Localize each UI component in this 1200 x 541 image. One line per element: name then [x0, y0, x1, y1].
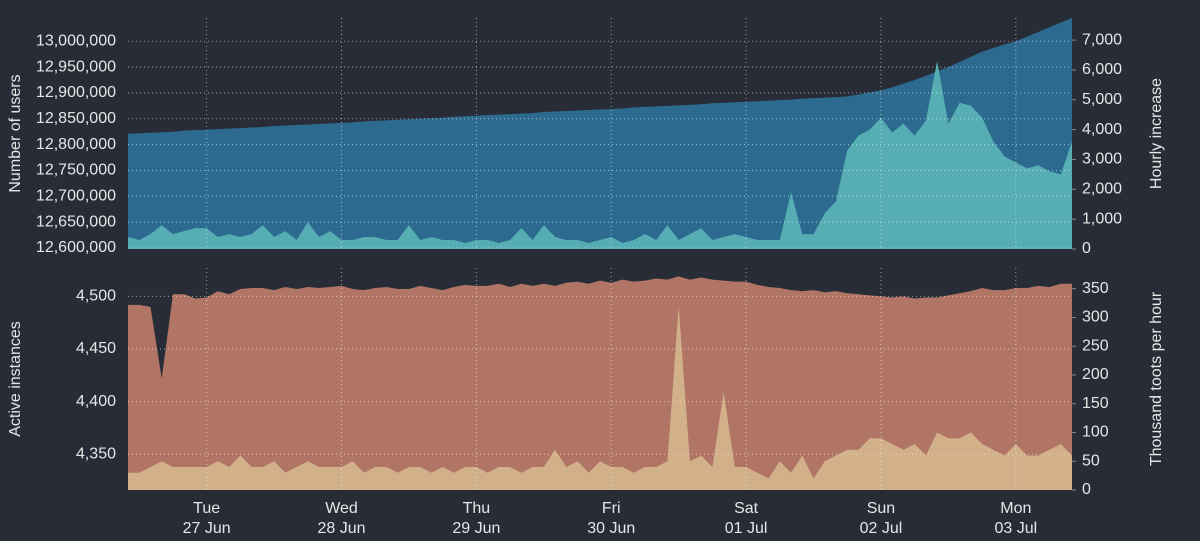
x-tick-label: 01 Jul	[725, 520, 768, 537]
x-tick-label: Sat	[734, 500, 759, 517]
y-tick-label: 12,950,000	[36, 58, 116, 75]
y2-tick-label: 100	[1082, 424, 1109, 441]
axis-title: Number of users	[7, 74, 24, 192]
y-tick-label: 12,650,000	[36, 213, 116, 230]
area	[128, 18, 1072, 249]
x-tick-label: Wed	[325, 500, 358, 517]
y-tick-label: 4,350	[76, 445, 116, 462]
axis-title: Thousand toots per hour	[1148, 291, 1165, 466]
x-tick-label: Sun	[867, 500, 895, 517]
x-tick-label: 28 Jun	[318, 520, 366, 537]
x-tick-label: 29 Jun	[452, 520, 500, 537]
y2-tick-label: 4,000	[1082, 121, 1122, 138]
axis-title: Active instances	[7, 321, 24, 437]
y2-tick-label: 250	[1082, 337, 1109, 354]
area	[128, 276, 1072, 490]
y-tick-label: 4,500	[76, 288, 116, 305]
y2-tick-label: 0	[1082, 481, 1091, 498]
y-tick-label: 12,800,000	[36, 136, 116, 153]
y2-tick-label: 5,000	[1082, 91, 1122, 108]
y2-tick-label: 7,000	[1082, 31, 1122, 48]
y2-tick-label: 0	[1082, 240, 1091, 257]
y-tick-label: 13,000,000	[36, 32, 116, 49]
x-tick-label: 02 Jul	[860, 520, 903, 537]
area	[128, 60, 1072, 250]
y-tick-label: 12,850,000	[36, 110, 116, 127]
x-tick-label: 27 Jun	[183, 520, 231, 537]
y-tick-label: 12,700,000	[36, 188, 116, 205]
y2-tick-label: 350	[1082, 280, 1109, 297]
y-tick-label: 12,900,000	[36, 84, 116, 101]
y-tick-label: 4,400	[76, 393, 116, 410]
y-tick-label: 12,600,000	[36, 239, 116, 256]
y-tick-label: 4,450	[76, 340, 116, 357]
y2-tick-label: 300	[1082, 309, 1109, 326]
y-tick-label: 12,750,000	[36, 162, 116, 179]
x-tick-label: 03 Jul	[994, 520, 1037, 537]
area	[128, 305, 1072, 490]
y2-tick-label: 200	[1082, 366, 1109, 383]
axis-title: Hourly increase	[1148, 78, 1165, 189]
y2-tick-label: 150	[1082, 395, 1109, 412]
y2-tick-label: 3,000	[1082, 151, 1122, 168]
x-tick-label: Thu	[463, 500, 491, 517]
y2-tick-label: 6,000	[1082, 61, 1122, 78]
y2-tick-label: 1,000	[1082, 210, 1122, 227]
x-tick-label: Tue	[193, 500, 220, 517]
x-tick-label: 30 Jun	[587, 520, 635, 537]
y2-tick-label: 2,000	[1082, 181, 1122, 198]
y2-tick-label: 50	[1082, 452, 1100, 469]
x-tick-label: Mon	[1000, 500, 1031, 517]
x-tick-label: Fri	[602, 500, 621, 517]
